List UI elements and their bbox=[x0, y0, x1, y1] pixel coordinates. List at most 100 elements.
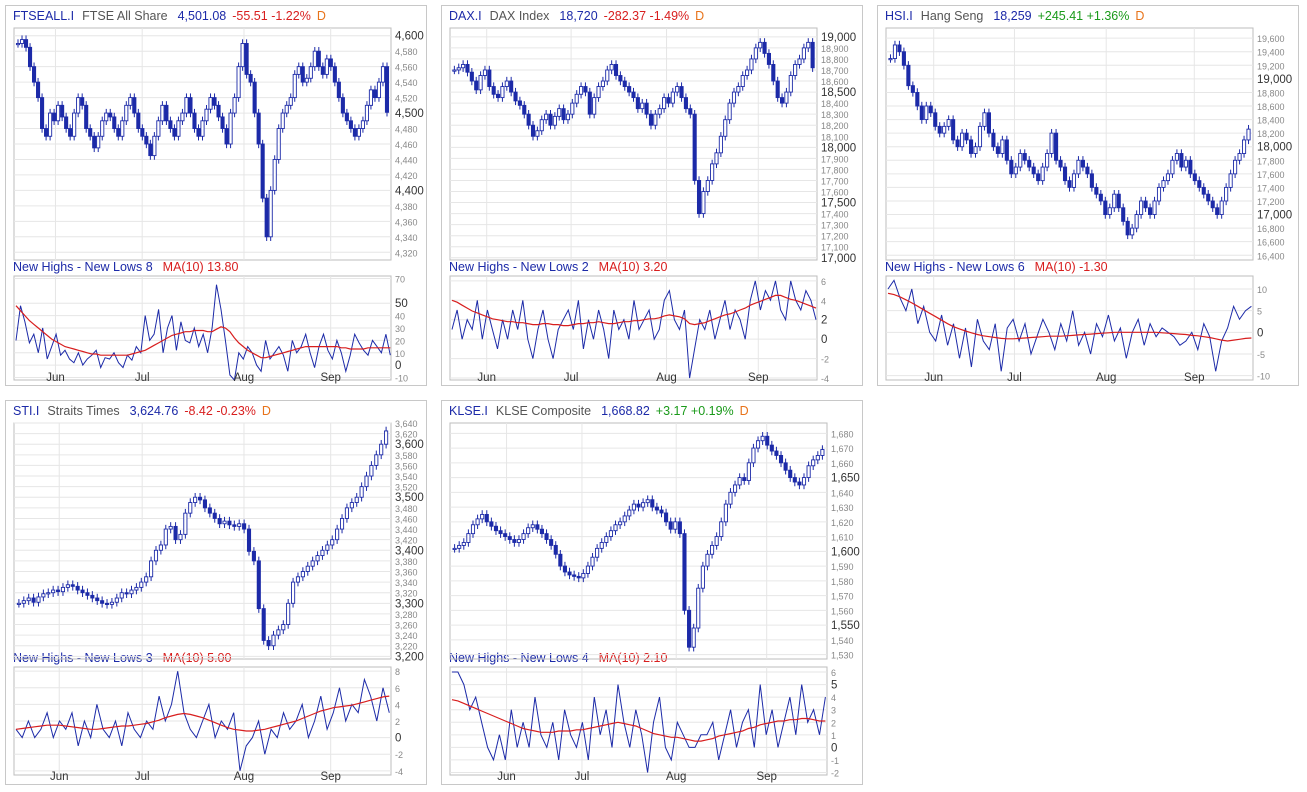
candle bbox=[60, 583, 66, 596]
candle bbox=[168, 522, 173, 534]
chart-panel-klse: KLSE.I KLSE Composite 1,668.82 +3.17 +0.19%… bbox=[441, 400, 863, 785]
candle bbox=[755, 436, 761, 453]
candle bbox=[244, 39, 249, 79]
candle bbox=[480, 510, 485, 524]
indicator-y-tick-label: 2 bbox=[831, 718, 836, 728]
candle bbox=[240, 39, 245, 71]
symbol-link[interactable]: STI.I bbox=[13, 404, 40, 418]
candle bbox=[384, 426, 389, 449]
symbol-link[interactable]: HSI.I bbox=[885, 9, 913, 23]
candle bbox=[530, 520, 535, 532]
frequency-toggle[interactable]: D bbox=[1135, 9, 1145, 23]
candle bbox=[576, 572, 581, 583]
candle bbox=[1246, 124, 1251, 145]
candle bbox=[325, 540, 330, 555]
candle bbox=[654, 502, 659, 515]
percent-change: +1.36% bbox=[1086, 9, 1130, 23]
candle bbox=[148, 139, 153, 160]
candle bbox=[109, 598, 114, 609]
candle bbox=[552, 112, 557, 130]
indicator-y-tick-label: 6 bbox=[831, 668, 836, 678]
candle bbox=[64, 112, 69, 133]
y-tick-label: 1,610 bbox=[831, 533, 854, 543]
ma-series-line bbox=[887, 292, 1252, 342]
x-month-label: Aug bbox=[666, 771, 686, 783]
indicator-y-tick-label: 0 bbox=[1257, 327, 1263, 339]
candle bbox=[964, 128, 969, 145]
candle bbox=[1156, 183, 1162, 206]
candle bbox=[1062, 162, 1068, 185]
candle bbox=[765, 432, 770, 450]
candle bbox=[176, 116, 181, 141]
candle bbox=[539, 115, 544, 135]
candle bbox=[374, 450, 379, 470]
ma-label: MA(10) bbox=[162, 260, 204, 274]
ma-label: MA(10) bbox=[162, 651, 204, 665]
candle bbox=[475, 514, 480, 530]
candle bbox=[19, 35, 25, 48]
candle bbox=[466, 529, 471, 547]
candle bbox=[583, 82, 588, 97]
indicator-y-tick-label: 20 bbox=[395, 336, 405, 346]
candle bbox=[700, 561, 705, 593]
candle bbox=[212, 93, 217, 110]
candle bbox=[901, 47, 906, 70]
candle bbox=[553, 541, 558, 559]
candle bbox=[15, 39, 21, 48]
frequency-toggle[interactable]: D bbox=[316, 9, 326, 23]
candle bbox=[760, 432, 765, 445]
candle bbox=[701, 187, 706, 218]
indicator-y-tick-label: 3 bbox=[831, 706, 836, 716]
indicator-y-tick-label: 5 bbox=[831, 680, 837, 692]
y-tick-label: 3,480 bbox=[395, 504, 418, 514]
symbol-link[interactable]: KLSE.I bbox=[449, 404, 488, 418]
candle bbox=[928, 101, 933, 117]
y-tick-label: 18,200 bbox=[821, 121, 849, 131]
candle bbox=[364, 471, 369, 491]
candle bbox=[673, 517, 678, 534]
candle bbox=[1040, 162, 1045, 185]
candle bbox=[1067, 176, 1072, 192]
candle bbox=[1215, 203, 1220, 219]
frequency-toggle[interactable]: D bbox=[739, 404, 749, 418]
candle bbox=[1103, 196, 1108, 219]
candle bbox=[521, 529, 526, 544]
candle bbox=[27, 43, 33, 71]
candle bbox=[960, 128, 965, 151]
y-tick-label: 16,600 bbox=[1257, 238, 1285, 248]
chart-svg: 3,6403,6203,6003,5803,5603,5403,5203,500… bbox=[13, 419, 424, 783]
candle bbox=[946, 115, 951, 131]
indicator-y-tick-label: 4 bbox=[821, 296, 826, 306]
indicator-y-tick-label: 4 bbox=[831, 693, 836, 703]
candle bbox=[924, 101, 929, 124]
candle bbox=[356, 124, 361, 141]
candle bbox=[995, 142, 1000, 158]
candle bbox=[567, 567, 572, 580]
x-month-label: Sep bbox=[320, 372, 340, 384]
candle bbox=[778, 451, 784, 468]
candle bbox=[330, 535, 335, 550]
candle bbox=[129, 585, 134, 599]
candle bbox=[264, 193, 269, 241]
symbol-link[interactable]: FTSEALL.I bbox=[13, 9, 75, 23]
frequency-toggle[interactable]: D bbox=[695, 9, 705, 23]
y-tick-label: 3,340 bbox=[395, 578, 418, 588]
candle bbox=[354, 492, 359, 507]
frequency-toggle[interactable]: D bbox=[261, 404, 271, 418]
candle bbox=[193, 492, 198, 507]
candle bbox=[517, 96, 522, 110]
candle bbox=[562, 561, 567, 577]
y-tick-label: 1,580 bbox=[831, 577, 854, 587]
y-tick-label: 16,400 bbox=[1257, 251, 1285, 261]
chart-header: KLSE.I KLSE Composite 1,668.82 +3.17 +0.19%… bbox=[449, 404, 749, 418]
candle bbox=[140, 124, 145, 141]
candle bbox=[696, 583, 701, 633]
y-tick-label: 3,260 bbox=[395, 621, 418, 631]
ma-value: 5.00 bbox=[207, 651, 232, 665]
candle bbox=[461, 60, 466, 72]
candle bbox=[1000, 135, 1005, 158]
symbol-link[interactable]: DAX.I bbox=[449, 9, 482, 23]
x-month-label: Sep bbox=[756, 771, 776, 783]
y-tick-label: 17,200 bbox=[821, 232, 849, 242]
candle bbox=[574, 90, 579, 108]
